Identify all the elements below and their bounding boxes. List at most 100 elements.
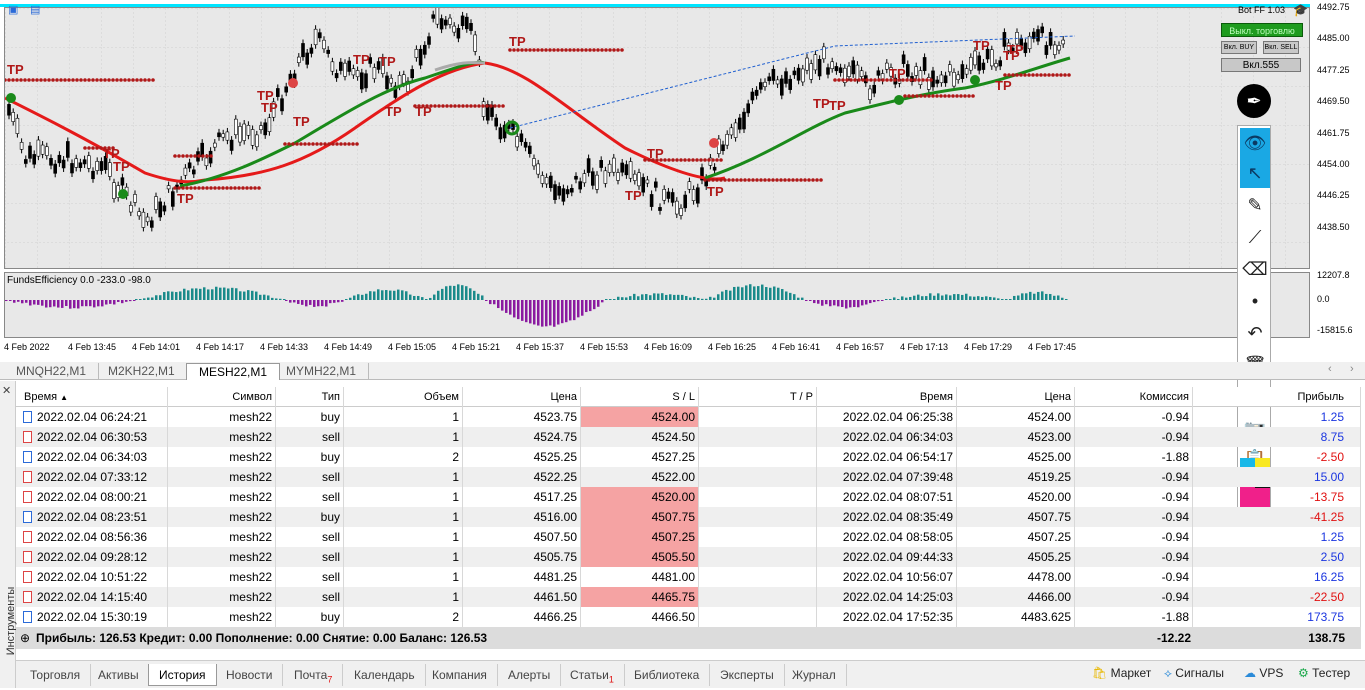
tab-experts[interactable]: Эксперты	[710, 664, 785, 686]
cell-vol: 1	[344, 587, 463, 607]
tab-news[interactable]: Новости	[216, 664, 284, 686]
dot-icon[interactable]: •	[1251, 291, 1259, 311]
cell-open: 2022.02.04 09:28:12	[16, 547, 168, 567]
chart-settings-icon[interactable]: ▤	[30, 4, 41, 16]
price-tick: 4438.50	[1317, 221, 1350, 232]
main-price-plot[interactable]: TP TP TP TP TP TP TP TP TP TP TP TP TP TP TP TP TP TP TP TP…	[3, 3, 1311, 270]
signals-link[interactable]: ⟡ Сигналы	[1164, 666, 1224, 680]
table-row[interactable]: 2022.02.04 07:33:12 mesh22 sell 1 4522.25 452…	[16, 467, 1361, 487]
cell-sl: 4465.75	[581, 587, 699, 607]
summary-commission: -12.22	[1156, 631, 1191, 645]
tabs-scroll-left-icon[interactable]: ‹	[1328, 363, 1332, 375]
table-row[interactable]: 2022.02.04 06:24:21 mesh22 buy 1 4523.75 4524…	[16, 407, 1361, 427]
tab-company[interactable]: Компания	[422, 664, 498, 686]
table-row[interactable]: 2022.02.04 15:30:19 mesh22 buy 2 4466.25 4466…	[16, 607, 1361, 627]
svg-text:TP: TP	[113, 159, 130, 174]
tab-assets[interactable]: Активы	[88, 664, 150, 686]
table-row[interactable]: 2022.02.04 09:28:12 mesh22 sell 1 4505.75 450…	[16, 547, 1361, 567]
tab-chart-mesh22[interactable]: MESH22,M1	[186, 363, 281, 380]
table-row[interactable]: 2022.02.04 06:34:03 mesh22 buy 2 4525.25 4527…	[16, 447, 1361, 467]
col-tp[interactable]: T / P	[699, 387, 817, 407]
tester-link[interactable]: ⚙ Тестер	[1298, 666, 1351, 680]
toggle-trading-button[interactable]: Выкл. торговлю	[1221, 23, 1303, 37]
eraser-icon[interactable]: ⌫	[1242, 259, 1268, 279]
cell-sym: mesh22	[168, 487, 276, 507]
col-close-price[interactable]: Цена	[957, 387, 1075, 407]
cell-profit: 1.25	[1193, 407, 1361, 427]
col-volume[interactable]: Объем	[344, 387, 463, 407]
col-type[interactable]: Тип	[276, 387, 344, 407]
cell-close: 2022.02.04 14:25:03	[817, 587, 957, 607]
enable-555-button[interactable]: Вкл.555	[1221, 58, 1301, 72]
col-symbol[interactable]: Символ	[168, 387, 276, 407]
summary-profit: 138.75	[1308, 631, 1345, 645]
col-sl[interactable]: S / L	[581, 387, 699, 407]
highlighter-icon[interactable]: ✎	[1247, 195, 1263, 215]
table-row[interactable]: 2022.02.04 08:56:36 mesh22 sell 1 4507.50 450…	[16, 527, 1361, 547]
tab-chart-m2kh22[interactable]: M2KH22,M1	[96, 363, 188, 380]
table-row[interactable]: 2022.02.04 06:30:53 mesh22 sell 1 4524.75 452…	[16, 427, 1361, 447]
hat-icon: 🎓	[1293, 3, 1308, 17]
price-tick: 4461.75	[1317, 127, 1350, 138]
cell-type: sell	[276, 487, 344, 507]
cell-close: 2022.02.04 06:54:17	[817, 447, 957, 467]
tab-calendar[interactable]: Календарь	[344, 664, 426, 686]
time-tick: 4 Feb 14:33	[260, 342, 309, 352]
cell-vol: 1	[344, 407, 463, 427]
tabs-scroll-right-icon[interactable]: ›	[1350, 363, 1354, 375]
tab-articles[interactable]: Статьи1	[560, 664, 625, 686]
tab-chart-mymh22[interactable]: MYMH22,M1	[274, 363, 370, 380]
cell-vol: 1	[344, 527, 463, 547]
cell-comm: -0.94	[1075, 567, 1193, 587]
close-icon[interactable]: ✕	[2, 385, 12, 397]
svg-text:TP: TP	[177, 191, 194, 206]
col-close-time[interactable]: Время	[817, 387, 957, 407]
market-link[interactable]: 🛍 Маркет	[1092, 666, 1152, 680]
cell-price: 4507.50	[463, 527, 581, 547]
tab-journal[interactable]: Журнал	[782, 664, 847, 686]
table-row[interactable]: 2022.02.04 14:15:40 mesh22 sell 1 4461.50 446…	[16, 587, 1361, 607]
cell-sl: 4507.75	[581, 507, 699, 527]
col-price[interactable]: Цена	[463, 387, 581, 407]
line-icon[interactable]: ⟋	[1248, 227, 1262, 247]
cell-close: 2022.02.04 06:25:38	[817, 407, 957, 427]
vps-link[interactable]: ☁ VPS	[1244, 666, 1284, 680]
tab-chart-mnqh22[interactable]: MNQH22,M1	[4, 363, 100, 380]
cloud-icon: ☁	[1244, 666, 1256, 680]
bot-title: Bot FF 1.03	[1238, 5, 1286, 15]
svg-text:TP: TP	[995, 78, 1012, 93]
tab-mail[interactable]: Почта7	[284, 664, 344, 686]
tester-icon: ⚙	[1298, 666, 1309, 680]
cell-open: 2022.02.04 08:56:36	[16, 527, 168, 547]
cell-tp	[699, 487, 817, 507]
tab-trade[interactable]: Торговля	[20, 664, 92, 686]
eye-icon[interactable]: 👁	[1240, 128, 1270, 158]
pen-tool-icon[interactable]: ✒	[1237, 84, 1271, 118]
table-row[interactable]: 2022.02.04 08:23:51 mesh22 buy 1 4516.00 4507…	[16, 507, 1361, 527]
table-row[interactable]: 2022.02.04 10:51:22 mesh22 sell 1 4481.25 448…	[16, 567, 1361, 587]
tab-history[interactable]: История	[148, 664, 217, 686]
svg-text:TP: TP	[7, 62, 24, 77]
price-chart-area[interactable]: TP TP TP TP TP TP TP TP TP TP TP TP TP TP TP TP TP TP TP TP…	[0, 0, 1365, 362]
col-open-time[interactable]: Время ▲	[16, 387, 168, 407]
cell-comm: -0.94	[1075, 467, 1193, 487]
tab-alerts[interactable]: Алерты	[498, 664, 562, 686]
time-tick: 4 Feb 14:49	[324, 342, 373, 352]
enable-buy-button[interactable]: Вкл. BUY	[1221, 41, 1257, 54]
cursor-icon[interactable]: ↖	[1240, 158, 1270, 188]
toolbox-side-strip[interactable]	[0, 381, 16, 688]
col-commission[interactable]: Комиссия	[1075, 387, 1193, 407]
indicator-subwindow[interactable]	[4, 272, 1310, 338]
candles-group	[7, 3, 1065, 232]
undo-icon[interactable]: ↶	[1247, 323, 1263, 343]
cell-sym: mesh22	[168, 467, 276, 487]
cell-cprice: 4520.00	[957, 487, 1075, 507]
enable-sell-button[interactable]: Вкл. SELL	[1263, 41, 1299, 54]
col-profit[interactable]: Прибыль	[1193, 387, 1361, 407]
expand-icon[interactable]: ⊕	[20, 631, 31, 645]
table-row[interactable]: 2022.02.04 08:00:21 mesh22 sell 1 4517.25 452…	[16, 487, 1361, 507]
chart-window-icon[interactable]: ▣	[8, 4, 19, 16]
sell-deal-icon	[23, 531, 32, 543]
tab-library[interactable]: Библиотека	[624, 664, 711, 686]
cell-price: 4481.25	[463, 567, 581, 587]
